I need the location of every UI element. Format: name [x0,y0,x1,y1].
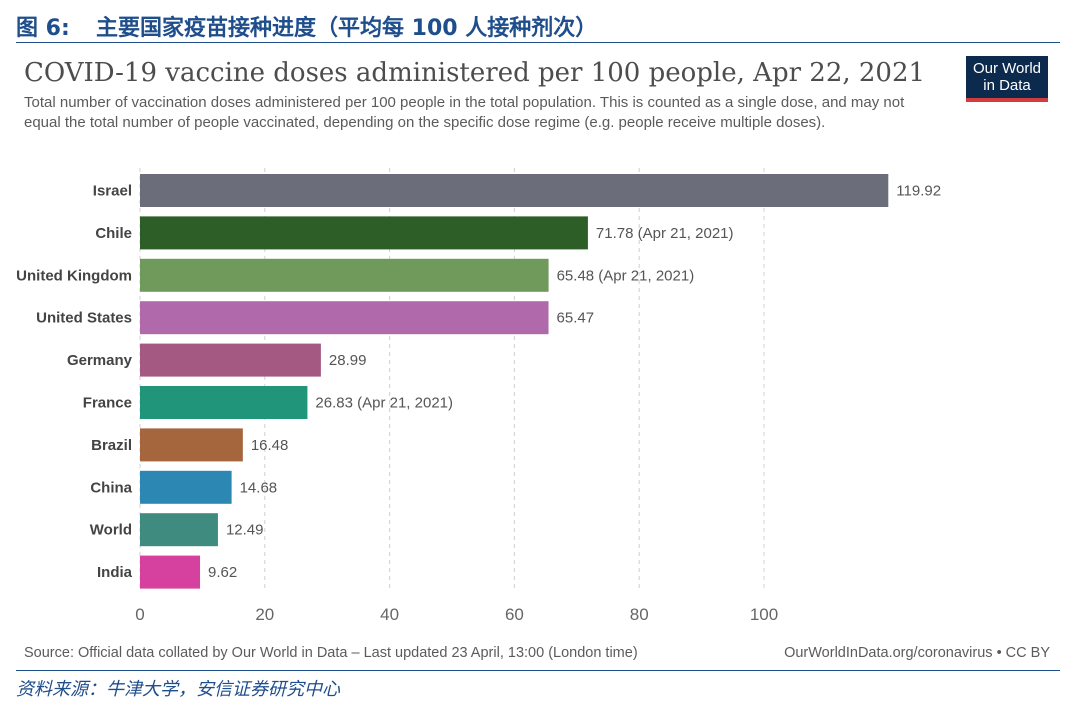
data-label: 28.99 [329,352,367,369]
data-label: 9.62 [208,564,237,581]
chart-subtitle: Total number of vaccination doses admini… [24,94,905,131]
category-label: Germany [67,352,133,369]
data-label: 65.48 (Apr 21, 2021) [557,267,695,284]
figure-source: 资料来源：牛津大学，安信证券研究中心 [16,679,340,700]
chart-title: COVID-19 vaccine doses administered per … [24,58,926,88]
bar [140,513,218,547]
bar [140,470,232,504]
category-label: Chile [95,225,132,242]
bar [140,301,549,335]
x-tick-label: 60 [505,605,524,624]
figure-title: 主要国家疫苗接种进度（平均每 100 人接种剂次） [96,16,598,41]
x-tick-label: 20 [255,605,274,624]
source-note: Source: Official data collated by Our Wo… [24,645,638,661]
data-label: 119.92 [896,183,941,200]
x-tick-label: 40 [380,605,399,624]
x-tick-label: 0 [135,605,144,624]
x-tick-label: 80 [630,605,649,624]
bar [140,386,308,419]
license-link[interactable]: OurWorldInData.org/coronavirus • CC BY [784,645,1050,661]
bar [140,258,549,292]
chart-footer: Source: Official data collated by Our Wo… [24,645,1050,665]
data-label: 16.48 [251,437,289,454]
owid-logo[interactable]: Our World in Data [966,56,1048,102]
category-label: Brazil [91,437,132,454]
category-label: France [83,395,132,412]
x-tick-label: 100 [750,605,778,624]
bar-chart: 0 20 40 60 80 100 Israel 119.92 Chile 71.78 (Apr … [16,168,941,624]
bar [140,428,243,462]
category-label: India [97,564,133,581]
data-label: 26.83 (Apr 21, 2021) [315,395,453,412]
data-label: 12.49 [226,522,264,539]
data-label: 14.68 [240,479,278,496]
data-label: 65.47 [557,310,595,327]
category-label: World [90,522,132,539]
category-label: United States [36,310,132,327]
owid-logo-line1: Our World [972,60,1042,77]
category-label: Israel [93,183,132,200]
bar [140,555,201,589]
bar [140,343,321,377]
bar [140,216,588,250]
data-label: 71.78 (Apr 21, 2021) [596,225,734,242]
figure-number: 图 6: [16,16,70,41]
category-label: China [90,479,132,496]
figure-source-bar: 资料来源：牛津大学，安信证券研究中心 [16,670,1060,701]
bar [140,174,889,207]
figure-header: 图 6: 主要国家疫苗接种进度（平均每 100 人接种剂次） [16,6,1060,43]
category-label: United Kingdom [16,267,132,284]
owid-logo-line2: in Data [983,77,1031,94]
